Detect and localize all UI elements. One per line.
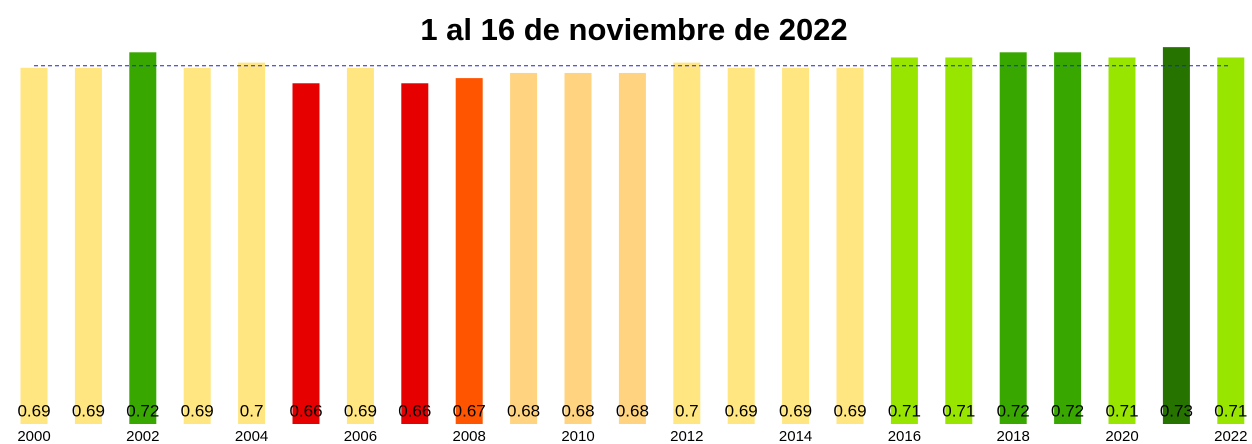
bar [618, 72, 646, 424]
bar [74, 67, 102, 424]
bar [564, 72, 592, 424]
x-tick-label: 2016 [888, 428, 921, 444]
value-label: 0.69 [779, 401, 812, 420]
value-label: 0.66 [289, 401, 322, 420]
bar [782, 67, 810, 424]
value-label: 0.72 [997, 401, 1030, 420]
bar [890, 57, 918, 425]
bar [999, 52, 1027, 425]
value-label: 0.7 [675, 401, 699, 420]
value-label: 0.71 [1214, 401, 1247, 420]
bar [1217, 57, 1245, 425]
value-label: 0.7 [240, 401, 264, 420]
bar [1162, 47, 1190, 424]
bar [401, 83, 429, 425]
x-tick-label: 2010 [561, 428, 594, 444]
x-tick-label: 2004 [235, 428, 268, 444]
value-label: 0.69 [72, 401, 105, 420]
x-tick-label: 2000 [17, 428, 50, 444]
bar [510, 72, 538, 424]
x-tick-label: 2018 [997, 428, 1030, 444]
value-label: 0.67 [453, 401, 486, 420]
bar [727, 67, 755, 424]
x-tick-label: 2022 [1214, 428, 1247, 444]
value-label: 0.69 [725, 401, 758, 420]
value-label: 0.69 [344, 401, 377, 420]
bar [1108, 57, 1136, 425]
bar [836, 67, 864, 424]
bar [455, 78, 483, 425]
value-label: 0.68 [616, 401, 649, 420]
value-label: 0.71 [888, 401, 921, 420]
value-label: 0.69 [181, 401, 214, 420]
value-label: 0.73 [1160, 401, 1193, 420]
bar [238, 62, 266, 424]
value-label: 0.68 [507, 401, 540, 420]
bar [183, 67, 211, 424]
value-label: 0.66 [398, 401, 431, 420]
x-tick-label: 2002 [126, 428, 159, 444]
value-label: 0.69 [17, 401, 50, 420]
value-label: 0.72 [1051, 401, 1084, 420]
bar [1054, 52, 1082, 425]
value-label: 0.68 [561, 401, 594, 420]
x-tick-label: 2014 [779, 428, 812, 444]
value-label: 0.71 [1105, 401, 1138, 420]
x-tick-label: 2006 [344, 428, 377, 444]
bar [346, 67, 374, 424]
value-label: 0.71 [942, 401, 975, 420]
value-label: 0.72 [126, 401, 159, 420]
x-tick-label: 2008 [453, 428, 486, 444]
bar [945, 57, 973, 425]
value-label: 0.69 [833, 401, 866, 420]
x-tick-label: 2012 [670, 428, 703, 444]
bar [673, 62, 701, 424]
bar [292, 83, 320, 425]
bar [20, 67, 48, 424]
x-tick-label: 2020 [1105, 428, 1138, 444]
bar [129, 52, 157, 425]
chart-title: 1 al 16 de noviembre de 2022 [420, 12, 847, 47]
